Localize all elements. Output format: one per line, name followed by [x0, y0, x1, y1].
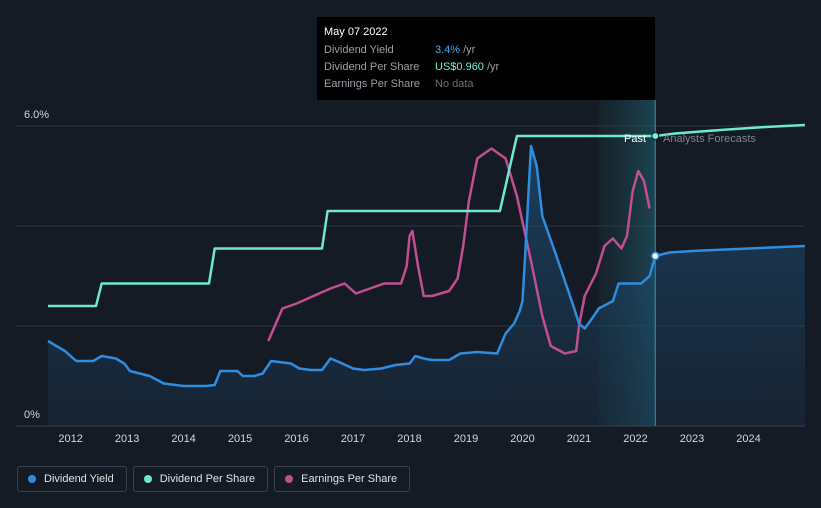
- tooltip-row-eps: Earnings Per Share No data: [324, 76, 648, 93]
- tooltip-value: No data: [435, 78, 474, 90]
- tooltip-label: Dividend Yield: [324, 44, 394, 56]
- x-tick-label: 2024: [736, 433, 760, 445]
- x-tick-label: 2015: [228, 433, 252, 445]
- legend-dot-icon: [28, 475, 36, 483]
- legend-item-earnings-per-share[interactable]: Earnings Per Share: [274, 466, 411, 492]
- legend: Dividend Yield Dividend Per Share Earnin…: [17, 466, 411, 492]
- x-tick-label: 2019: [454, 433, 478, 445]
- x-tick-label: 2018: [397, 433, 421, 445]
- tooltip-label: Dividend Per Share: [324, 61, 420, 73]
- x-tick-label: 2013: [115, 433, 139, 445]
- x-tick-label: 2021: [567, 433, 591, 445]
- tooltip-unit: /yr: [486, 61, 500, 73]
- legend-label: Dividend Per Share: [159, 473, 256, 485]
- legend-dot-icon: [143, 475, 152, 483]
- past-label: Past: [624, 133, 646, 145]
- y-axis-ticks: 0% 6.0%: [24, 109, 49, 421]
- x-tick-label: 2014: [171, 433, 195, 445]
- dividend-per-share-line[interactable]: [48, 123, 806, 308]
- tooltip-row-yield: Dividend Yield 3.4% /yr: [324, 42, 648, 59]
- y-tick-label: 0%: [24, 409, 40, 421]
- x-tick-label: 2022: [623, 433, 647, 445]
- x-axis-ticks: 2012 2013 2014 2015 2016 2017 2018 2019 2020 2021…: [58, 433, 760, 445]
- y-tick-label: 6.0%: [24, 109, 49, 121]
- tooltip-date: May 07 2022: [324, 26, 388, 38]
- dividend-per-share-marker: [651, 132, 660, 140]
- dividend-yield-marker: [651, 251, 660, 261]
- tooltip: May 07 2022 Dividend Yield 3.4% /yr Divi…: [317, 17, 655, 100]
- legend-item-dividend-yield[interactable]: Dividend Yield: [17, 466, 127, 492]
- tooltip-value: US$0.960: [435, 61, 484, 73]
- tooltip-value: 3.4%: [435, 44, 461, 56]
- legend-dot-icon: [285, 475, 294, 483]
- legend-label: Earnings Per Share: [301, 473, 398, 485]
- dividend-yield-area: [48, 146, 805, 426]
- x-tick-label: 2016: [284, 433, 308, 445]
- legend-item-dividend-per-share[interactable]: Dividend Per Share: [132, 466, 269, 492]
- forecast-label: Analysts Forecasts: [663, 133, 756, 145]
- x-tick-label: 2012: [58, 433, 82, 445]
- x-tick-label: 2020: [510, 433, 534, 445]
- tooltip-unit: /yr: [463, 44, 476, 56]
- legend-label: Dividend Yield: [44, 473, 114, 485]
- dividend-yield-line[interactable]: [47, 144, 806, 388]
- x-tick-label: 2017: [341, 433, 365, 445]
- x-tick-label: 2023: [680, 433, 704, 445]
- tooltip-row-dps: Dividend Per Share US$0.960 /yr: [324, 59, 648, 76]
- earnings-per-share-line[interactable]: [267, 147, 651, 355]
- tooltip-label: Earnings Per Share: [324, 78, 420, 90]
